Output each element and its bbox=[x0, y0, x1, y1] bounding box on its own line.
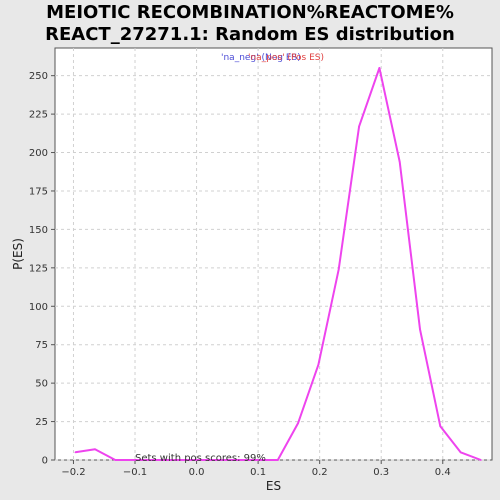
grid-lines bbox=[55, 48, 492, 461]
x-tick-label: −0.1 bbox=[123, 467, 147, 478]
series-layer bbox=[74, 67, 482, 461]
x-tick-label: 0.4 bbox=[435, 467, 451, 478]
x-axis-label: ES bbox=[266, 479, 281, 493]
x-tick-label: 0.1 bbox=[250, 467, 266, 478]
data-point bbox=[195, 459, 198, 461]
data-point bbox=[419, 328, 421, 331]
data-point bbox=[74, 451, 77, 454]
chart-title-line-1: MEIOTIC RECOMBINATION%REACTOME% bbox=[46, 2, 454, 23]
data-point bbox=[114, 459, 117, 461]
data-point bbox=[297, 422, 299, 424]
data-point bbox=[256, 459, 259, 461]
data-point bbox=[378, 67, 381, 69]
y-tick-label: 150 bbox=[29, 225, 48, 236]
chart-title-line-2: REACT_27271.1: Random ES distribution bbox=[45, 24, 455, 45]
data-point bbox=[134, 459, 137, 461]
y-tick-label: 25 bbox=[35, 417, 48, 428]
legend-entry: 'na_pos' (Pos ES) bbox=[248, 53, 324, 63]
data-point bbox=[398, 160, 401, 163]
y-tick-label: 200 bbox=[29, 148, 48, 159]
data-point bbox=[216, 459, 218, 461]
y-tick-label: 125 bbox=[29, 263, 48, 274]
legend-entry: 'na_neg' (Neg ES) bbox=[221, 53, 301, 63]
data-point bbox=[175, 459, 178, 461]
y-tick-label: 100 bbox=[29, 302, 48, 313]
y-tick-label: 0 bbox=[42, 456, 48, 467]
data-point bbox=[236, 459, 238, 461]
data-point bbox=[439, 425, 442, 427]
x-tick-label: −0.2 bbox=[61, 467, 85, 478]
data-point bbox=[358, 125, 360, 128]
data-point bbox=[317, 363, 320, 366]
axes: −0.2 −0.1 0.0 0.1 0.2 0.3 0.4 0 25 50 75 100 125 150 1… bbox=[29, 71, 451, 478]
data-point bbox=[155, 459, 157, 461]
y-tick-label: 75 bbox=[35, 340, 48, 351]
plot-area bbox=[54, 47, 493, 461]
y-tick-label: 225 bbox=[29, 110, 48, 121]
legend: 'na_neg' (Neg ES)'na_pos' (Pos ES) bbox=[221, 53, 324, 63]
y-tick-label: 175 bbox=[29, 186, 48, 197]
x-tick-label: 0.3 bbox=[373, 467, 389, 478]
data-point bbox=[459, 451, 462, 454]
pos-scores-annotation: Sets with pos scores: 99% bbox=[135, 453, 266, 464]
x-tick-label: 0.2 bbox=[312, 467, 328, 478]
data-point bbox=[337, 268, 340, 271]
data-point bbox=[277, 459, 279, 461]
x-tick-label: 0.0 bbox=[189, 467, 205, 478]
y-axis-label: P(ES) bbox=[11, 238, 25, 270]
data-point bbox=[94, 448, 96, 451]
chart-title: MEIOTIC RECOMBINATION%REACTOME% REACT_27… bbox=[0, 2, 500, 46]
y-tick-label: 50 bbox=[35, 379, 48, 390]
data-point bbox=[480, 459, 482, 461]
y-tick-label: 250 bbox=[29, 71, 48, 82]
